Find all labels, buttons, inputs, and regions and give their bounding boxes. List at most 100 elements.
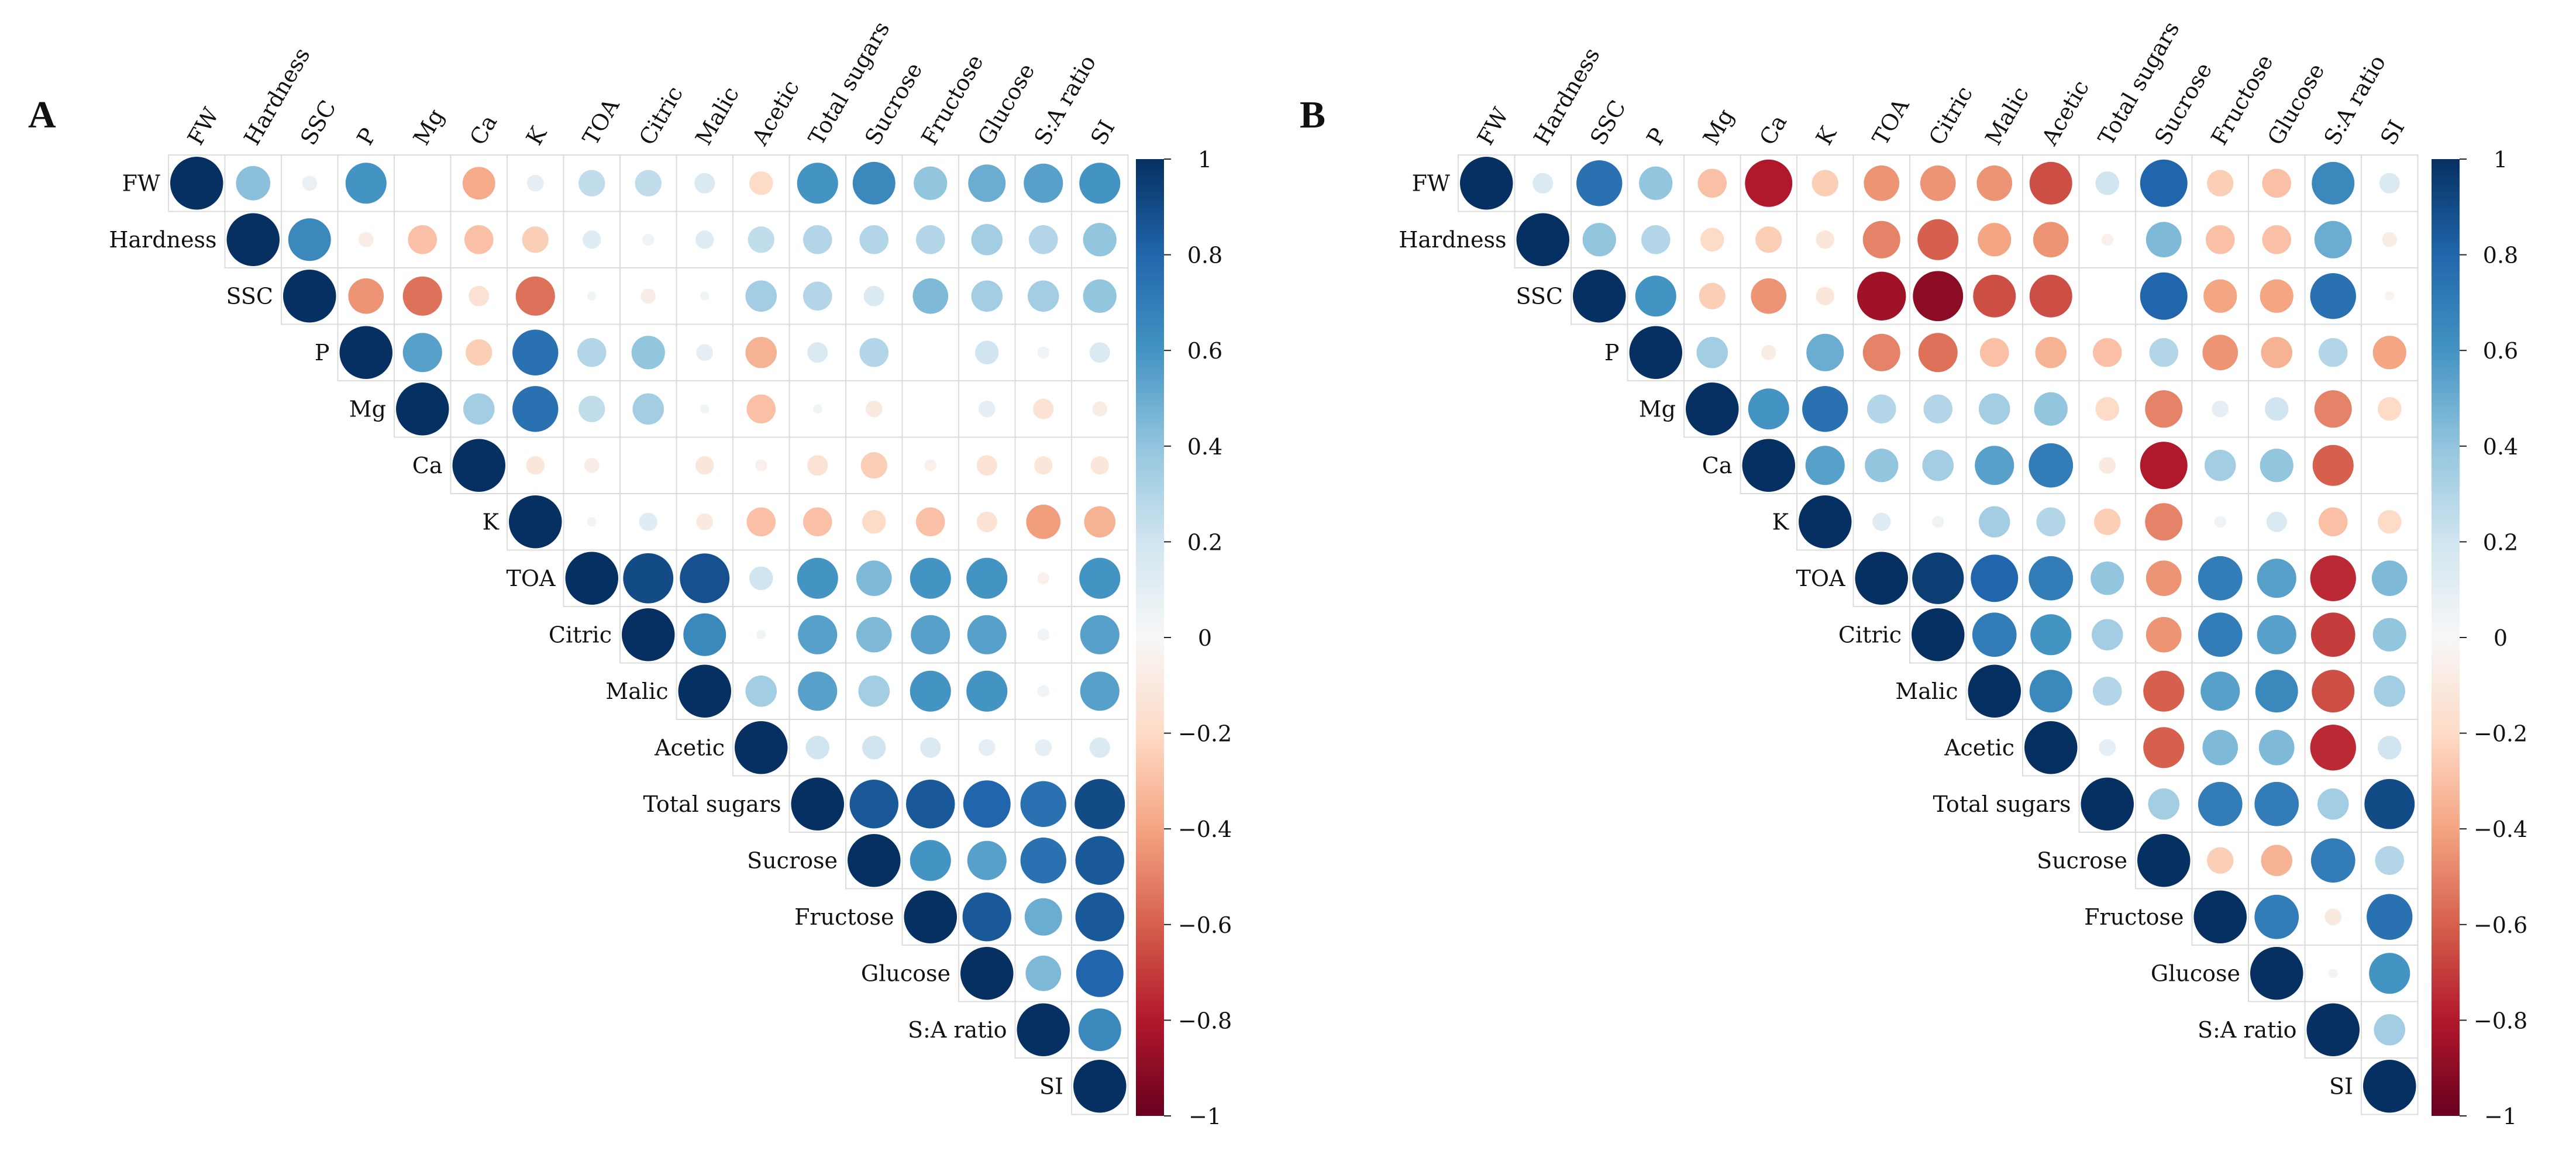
panel-b-col-label-si: SI (2375, 116, 2410, 150)
panel-b-corr-fructose-s-a-ratio (2324, 908, 2342, 926)
panel-a-colorbar-tick-label: 0.4 (1187, 434, 1222, 460)
panel-a-corr-hardness-sucrose (859, 225, 889, 254)
panel-b-cell (2078, 267, 2136, 325)
panel-a-row-label-hardness: Hardness (109, 227, 216, 253)
panel-b-corr-hardness-acetic (2033, 222, 2069, 258)
panel-a-corr-citric-si (1080, 615, 1120, 654)
panel-b-row-label-si: SI (2329, 1073, 2353, 1099)
panel-a-col-label-toa: TOA (577, 94, 624, 149)
panel-b-corr-toa-sucrose (2145, 560, 2182, 597)
panel-b-corr-malic-fructose (2200, 671, 2240, 711)
panel-a-corr-toa-total-sugars (797, 557, 838, 599)
panel-b-corr-mg-glucose (2265, 397, 2289, 421)
panel-b-corr-toa-acetic (2029, 556, 2074, 601)
panel-b-corr-mg-total-sugars (2095, 397, 2119, 421)
panel-b-corr-mg-acetic (2034, 392, 2068, 426)
panel-b-corr-ssc-p (1635, 275, 1676, 317)
panel-a-corr-mg-glucose (978, 400, 996, 418)
panel-a-corr-acetic-si (1089, 737, 1110, 758)
panel-a-corr-sucrose-fructose (910, 840, 951, 881)
panel-b-colorbar-tick-label: −0.2 (2474, 721, 2527, 747)
panel-a-corr-p-s-a-ratio (1037, 346, 1049, 359)
panel-a-corr-fructose-glucose (962, 892, 1011, 942)
panel-a-colorbar-tick-label: −0.8 (1178, 1008, 1232, 1033)
panel-b-corr-fw-sucrose (2140, 159, 2188, 207)
panel-b-corr-ca-sucrose (2140, 442, 2188, 490)
panel-b-corr-ca-glucose (2260, 449, 2293, 483)
panel-a-corr-ssc-ca (469, 285, 490, 306)
panel-b-corr-ssc-fructose (2203, 279, 2237, 313)
panel-b-corr-hardness-si (2382, 232, 2398, 247)
panel-a-corr-fw-fw (170, 157, 223, 210)
panel-a-corr-citric-acetic (756, 630, 766, 640)
panel-b-corr-citric-total-sugars (2091, 619, 2123, 651)
panel-b-corr-k-fructose (2214, 516, 2226, 528)
panel-a-corr-hardness-toa (583, 230, 601, 249)
panel-a-corr-toa-si (1079, 557, 1121, 599)
panel-b-corr-fructose-fructose (2193, 890, 2247, 943)
panel-b-row-label-total-sugars: Total sugars (1933, 791, 2071, 817)
panel-a-corr-ssc-s-a-ratio (1027, 280, 1059, 312)
panel-a-corr-k-toa (587, 517, 597, 527)
panel-a-corr-fructose-si (1075, 892, 1124, 942)
panel-a-corr-s-a-ratio-si (1078, 1008, 1121, 1052)
panel-b-corr-fw-fructose (2207, 170, 2234, 197)
panel-b-col-label-acetic: Acetic (2036, 76, 2094, 150)
panel-a-corr-p-toa (577, 337, 607, 367)
panel-a-col-label-ca: Ca (464, 111, 502, 150)
panel-b-cell (2361, 436, 2419, 494)
panel-a-corr-k-s-a-ratio (1026, 504, 1061, 539)
panel-a-corr-citric-total-sugars (798, 615, 838, 654)
panel-a-colorbar-tick-label: 1 (1198, 147, 1212, 173)
panel-a-corr-hardness-total-sugars (803, 225, 832, 254)
panel-a-corr-acetic-glucose (978, 739, 996, 756)
panel-b-corr-fw-acetic (2029, 161, 2072, 205)
panel-b-corr-ssc-ca (1751, 278, 1787, 314)
panel-b-corr-k-sucrose (2145, 503, 2183, 541)
panel-a-corr-mg-s-a-ratio (1033, 398, 1054, 419)
panel-a-label: A (28, 94, 56, 136)
panel-b-corr-ca-k (1805, 446, 1845, 485)
panel-b-corr-fw-malic (1976, 165, 2013, 201)
panel-a-corr-ca-acetic (755, 459, 767, 471)
panel-b-row-label-acetic: Acetic (1944, 735, 2014, 760)
panel-a-corr-ca-sucrose (860, 452, 887, 479)
panel-b-row-label-k: K (1772, 509, 1789, 535)
panel-b-corr-hardness-malic (1978, 223, 2012, 257)
panel-a-corr-ssc-si (1083, 279, 1117, 313)
panel-b-corr-malic-si (2374, 675, 2406, 707)
panel-b-col-label-malic: Malic (1980, 82, 2034, 150)
panel-a-corr-fw-total-sugars (797, 163, 838, 204)
panel-b-corr-citric-acetic (2030, 614, 2072, 656)
panel-b-colorbar-tick-label: 0.6 (2483, 338, 2518, 364)
panel-b-corr-hardness-s-a-ratio (2314, 220, 2352, 259)
panel-a-corr-acetic-s-a-ratio (1035, 739, 1052, 756)
panel-b-corr-k-acetic (2036, 507, 2066, 537)
panel-b-corr-acetic-fructose (2202, 729, 2238, 766)
panel-b-corr-fw-mg (1697, 168, 1727, 198)
panel-a-colorbar-tick-label: −0.4 (1178, 816, 1232, 842)
panel-a-corr-citric-s-a-ratio (1037, 629, 1049, 641)
panel-a-corr-ca-ca (452, 439, 505, 492)
panel-b-corr-total-sugars-si (2364, 778, 2415, 829)
panel-a-colorbar-tick-label: 0.8 (1187, 243, 1222, 268)
panel-a-corr-total-sugars-si (1075, 778, 1125, 829)
panel-a-corr-fw-ssc (302, 175, 318, 191)
panel-b-row-label-ca: Ca (1702, 453, 1733, 478)
panel-b-corr-fw-p (1639, 166, 1673, 200)
panel-b-corr-fructose-si (2367, 894, 2413, 940)
panel-b-corr-glucose-s-a-ratio (2328, 969, 2338, 978)
panel-b-corr-ca-fructose (2204, 449, 2236, 481)
panel-b-row-label-fructose: Fructose (2084, 904, 2184, 930)
panel-a-corr-malic-fructose (910, 670, 951, 712)
panel-b-corr-ca-total-sugars (2099, 457, 2116, 474)
panel-b-corr-mg-sucrose (2145, 390, 2183, 428)
panel-b-col-label-fw: FW (1472, 104, 1514, 150)
panel-b-corr-hardness-glucose (2262, 225, 2292, 254)
panel-a-corr-mg-citric (632, 393, 664, 425)
panel-a-corr-ca-k (526, 456, 545, 475)
panel-a-corr-hardness-ssc (288, 218, 331, 261)
panel-a-row-label-toa: TOA (507, 566, 556, 591)
panel-b-corr-hardness-sucrose (2145, 222, 2182, 258)
